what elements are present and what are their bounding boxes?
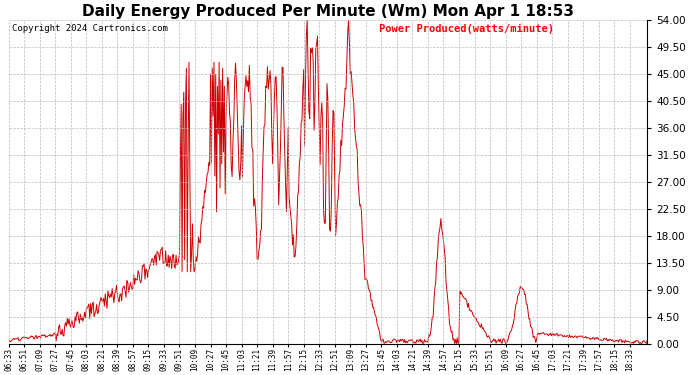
Title: Daily Energy Produced Per Minute (Wm) Mon Apr 1 18:53: Daily Energy Produced Per Minute (Wm) Mo… xyxy=(82,4,574,19)
Text: Power Produced(watts/minute): Power Produced(watts/minute) xyxy=(379,24,554,34)
Text: Copyright 2024 Cartronics.com: Copyright 2024 Cartronics.com xyxy=(12,24,168,33)
